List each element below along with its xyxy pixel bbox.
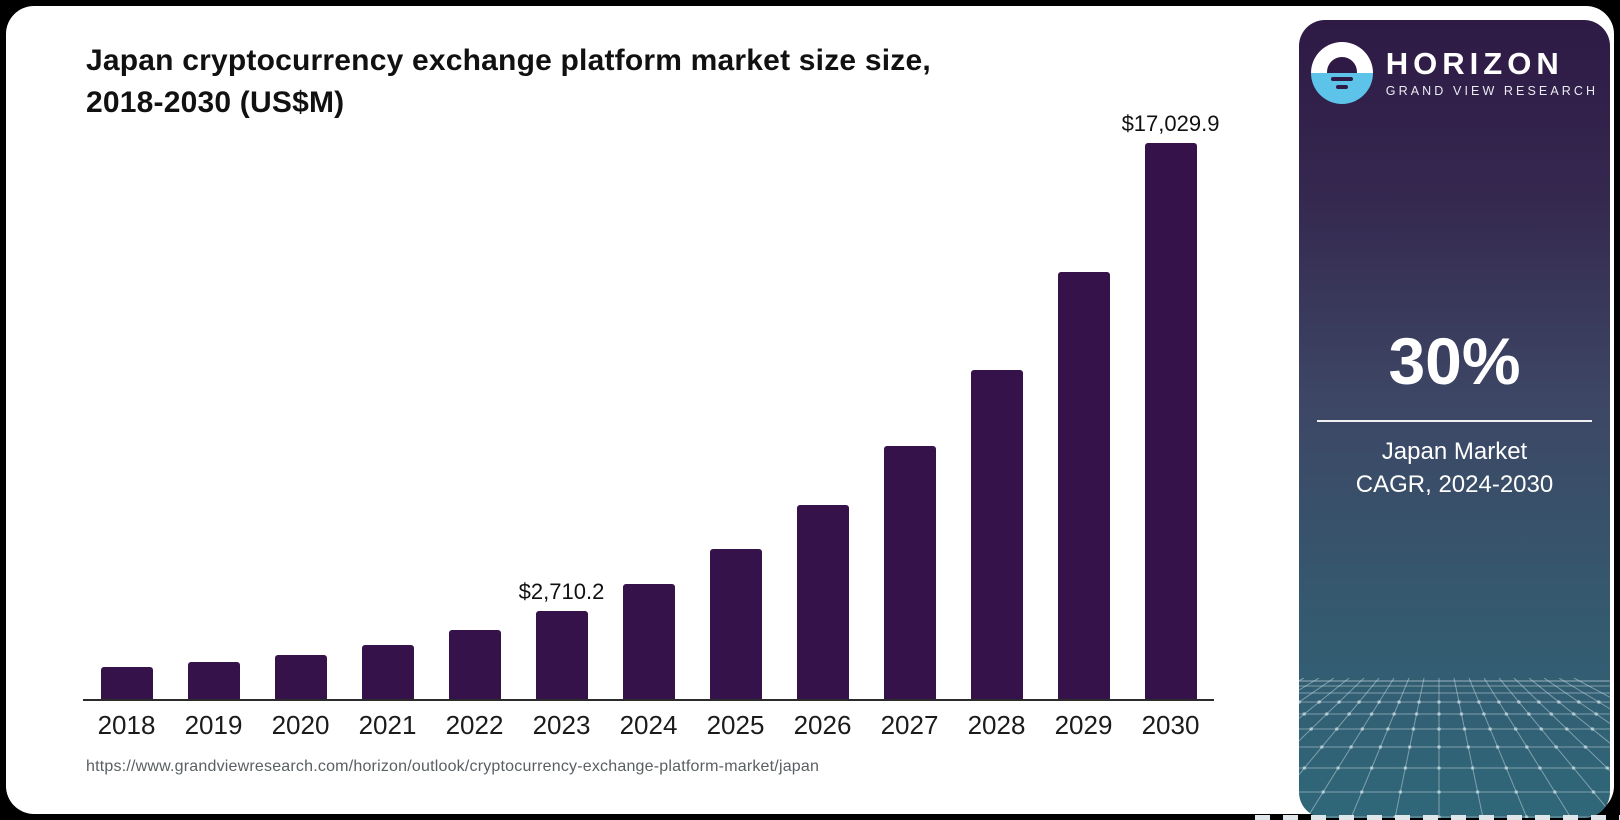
title-line-2: 2018-2030 (US$M) [86, 86, 345, 119]
bar-2018[interactable] [100, 667, 153, 699]
chart-plot-area: $2,710.2 $17,029.9 [83, 107, 1219, 701]
brand-subtitle: GRAND VIEW RESEARCH [1385, 84, 1599, 98]
data-label-2023: $2,710.2 [518, 579, 605, 604]
x-tick-2020: 2020 [271, 710, 330, 740]
bar-2027[interactable] [883, 446, 936, 699]
bottom-edge-pattern [1255, 815, 1620, 820]
wireframe-mesh-graphic [1299, 678, 1610, 818]
bar-column-2018 [83, 667, 170, 699]
bar-column-2024 [605, 584, 692, 699]
logo-reflection-line-2 [1335, 85, 1348, 89]
bar-2022[interactable] [448, 630, 501, 699]
x-tick-2024: 2024 [619, 710, 678, 740]
cagr-stat: 30% Japan Market CAGR, 2024-2030 [1299, 328, 1610, 501]
bar-column-2023: $2,710.2 [518, 579, 605, 699]
horizon-logo-icon [1310, 42, 1373, 104]
x-tick-2023: 2023 [532, 710, 591, 740]
bar-column-2019 [170, 662, 257, 699]
bar-column-2020 [257, 655, 344, 699]
bar-column-2029 [1040, 272, 1127, 699]
brand-text: HORIZON GRAND VIEW RESEARCH [1385, 46, 1599, 99]
bar-column-2026 [779, 505, 866, 699]
x-tick-2028: 2028 [967, 710, 1026, 740]
bar-column-2021 [344, 645, 431, 699]
cagr-value: 30% [1388, 324, 1521, 398]
x-tick-2021: 2021 [358, 710, 417, 740]
bar-2019[interactable] [187, 662, 240, 699]
brand: HORIZON GRAND VIEW RESEARCH [1299, 42, 1610, 104]
cagr-caption-line1: Japan Market [1381, 438, 1528, 465]
bar-2030[interactable] [1144, 143, 1197, 699]
x-tick-2022: 2022 [445, 710, 504, 740]
divider [1317, 420, 1592, 422]
bar-column-2030: $17,029.9 [1122, 111, 1219, 699]
x-tick-2019: 2019 [184, 710, 243, 740]
bar-column-2028 [953, 370, 1040, 699]
data-label-2030: $17,029.9 [1121, 111, 1220, 136]
x-tick-2018: 2018 [97, 710, 156, 740]
bar-2029[interactable] [1057, 272, 1110, 699]
x-tick-2029: 2029 [1054, 710, 1113, 740]
bar-chart: $2,710.2 $17,029.9 2018 2019 2020 2021 2022 20… [83, 107, 1219, 741]
logo-reflection-line-1 [1330, 77, 1353, 81]
logo-sun-shape [1326, 57, 1357, 73]
page-title: Japan cryptocurrency exchange platform m… [86, 40, 1186, 124]
source-url: https://www.grandviewresearch.com/horizo… [86, 758, 820, 775]
bar-2025[interactable] [709, 549, 762, 699]
brand-name: HORIZON [1385, 46, 1564, 81]
report-card: Japan cryptocurrency exchange platform m… [6, 6, 1614, 818]
bar-column-2022 [431, 630, 518, 699]
chart-x-axis: 2018 2019 2020 2021 2022 2023 2024 2025 2026 2027… [83, 701, 1214, 741]
sidebar: HORIZON GRAND VIEW RESEARCH 30% Japan Ma… [1299, 20, 1610, 818]
bar-column-2025 [692, 549, 779, 699]
bar-2020[interactable] [274, 655, 327, 699]
title-line-1: Japan cryptocurrency exchange platform m… [86, 44, 931, 77]
bar-2026[interactable] [796, 505, 849, 699]
cagr-caption-line2: CAGR, 2024-2030 [1355, 471, 1554, 498]
bar-2028[interactable] [970, 370, 1023, 699]
bar-2021[interactable] [361, 645, 414, 699]
bar-column-2027 [866, 446, 953, 699]
x-tick-2025: 2025 [706, 710, 765, 740]
bar-2024[interactable] [622, 584, 675, 699]
bar-2023[interactable] [535, 611, 588, 699]
x-tick-2027: 2027 [880, 710, 939, 740]
x-tick-2026: 2026 [793, 710, 852, 740]
x-tick-2030: 2030 [1141, 710, 1200, 740]
